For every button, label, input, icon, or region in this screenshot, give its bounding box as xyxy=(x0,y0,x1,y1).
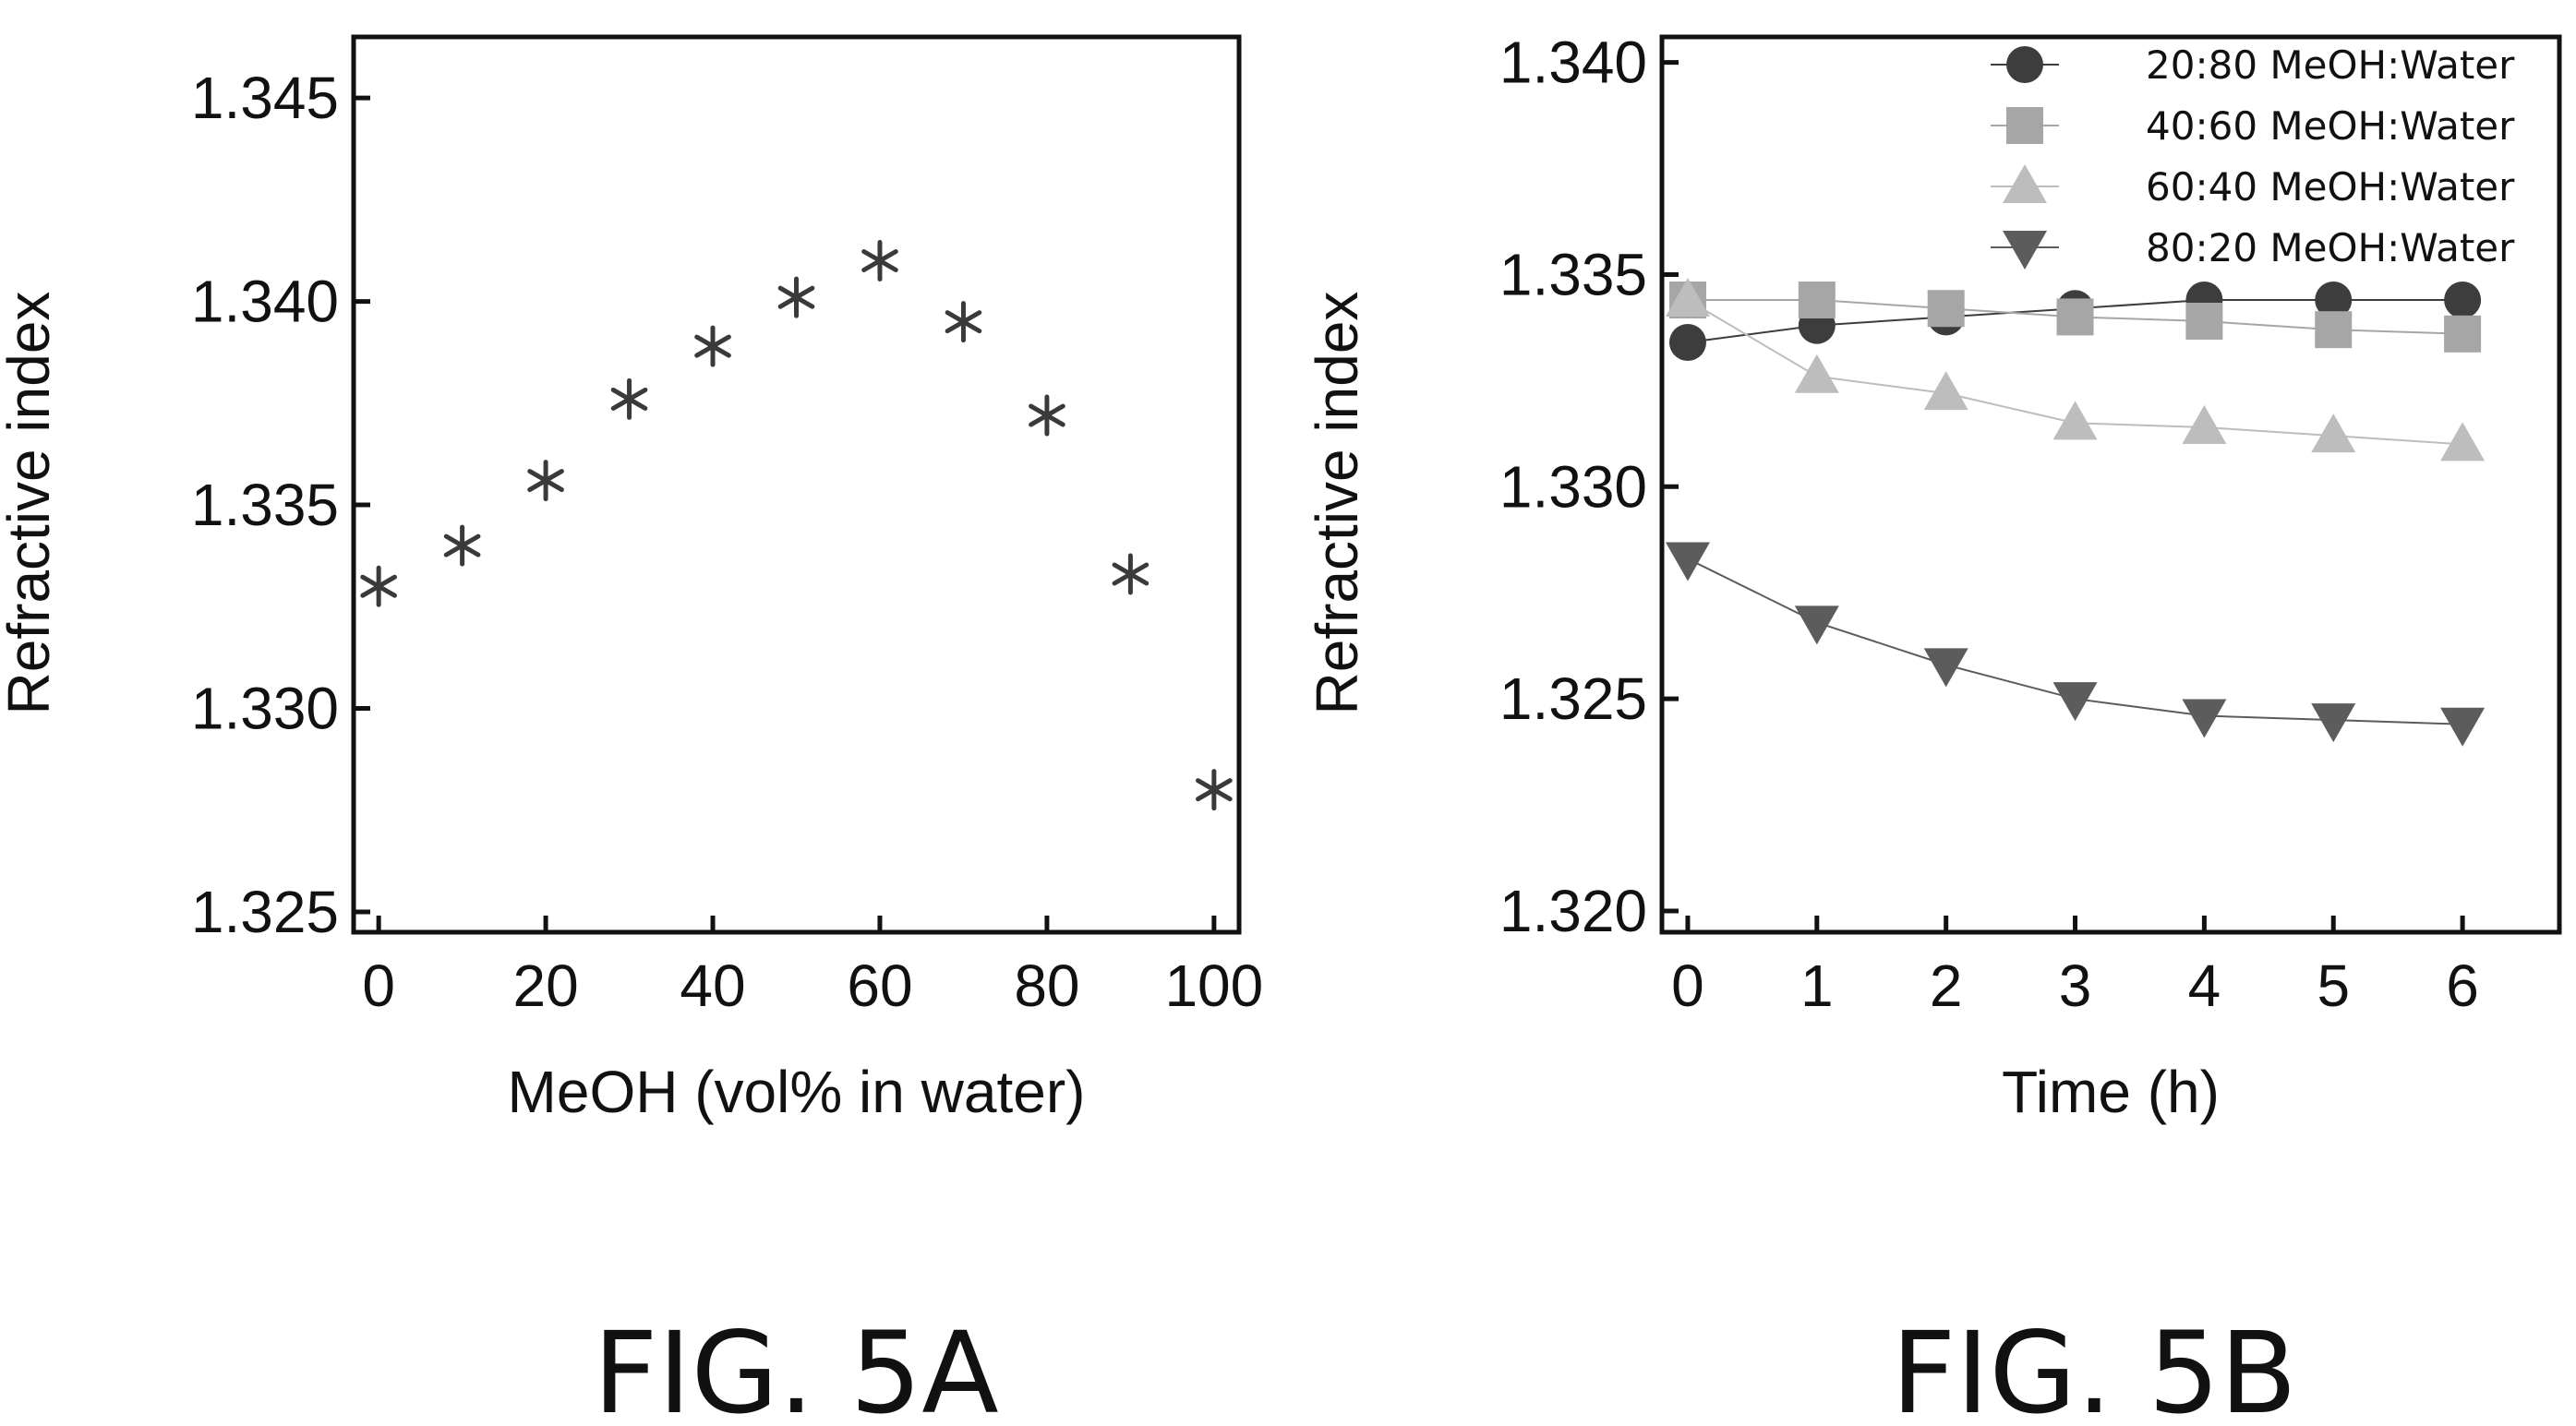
data-point xyxy=(1798,282,1836,319)
x-tick-label: 80 xyxy=(1014,953,1079,1019)
y-tick-label: 1.345 xyxy=(191,65,339,131)
data-point xyxy=(527,460,564,502)
x-tick-label: 5 xyxy=(2317,953,2350,1019)
data-point xyxy=(1665,278,1710,318)
x-tick-label: 100 xyxy=(1164,953,1263,1019)
y-tick-label: 1.330 xyxy=(191,676,339,742)
data-point xyxy=(2315,282,2353,319)
y-tick-label: 1.325 xyxy=(1499,665,1647,732)
y-tick-label: 1.325 xyxy=(191,879,339,945)
data-point xyxy=(1927,290,1965,328)
y-axis-label: Refractive index xyxy=(1304,292,1370,715)
figure-caption: FIG. 5A xyxy=(593,1308,998,1426)
data-point xyxy=(1668,323,1706,361)
data-point xyxy=(610,377,648,420)
data-point xyxy=(2444,282,2482,319)
data-point xyxy=(1196,769,1233,811)
data-point xyxy=(2311,413,2356,453)
data-point xyxy=(2185,303,2223,341)
data-point xyxy=(2052,401,2098,440)
x-tick-label: 20 xyxy=(512,953,578,1019)
data-point xyxy=(2182,699,2227,738)
y-axis-label: Refractive index xyxy=(0,292,62,715)
legend-marker xyxy=(2003,231,2047,270)
x-tick-label: 60 xyxy=(847,953,912,1019)
legend-marker xyxy=(2006,107,2043,144)
data-point xyxy=(360,565,397,607)
legend-entry: 60:40 MeOH:Water xyxy=(2146,164,2515,210)
y-tick-label: 1.340 xyxy=(191,269,339,335)
data-point xyxy=(1923,648,1968,688)
data-point xyxy=(694,325,731,367)
legend-entry: 80:20 MeOH:Water xyxy=(2146,225,2515,270)
data-point xyxy=(1112,553,1150,595)
data-point xyxy=(2182,404,2227,444)
x-tick-label: 2 xyxy=(1930,953,1963,1019)
data-point xyxy=(2440,707,2486,747)
x-axis-label: Time (h) xyxy=(2002,1059,2220,1125)
x-tick-label: 0 xyxy=(362,953,395,1019)
data-point xyxy=(945,301,982,343)
y-tick-label: 1.335 xyxy=(1499,241,1647,307)
data-point xyxy=(2056,298,2094,336)
y-tick-label: 1.340 xyxy=(1499,30,1647,96)
data-point xyxy=(1794,354,1839,393)
y-tick-label: 1.330 xyxy=(1499,453,1647,520)
data-point xyxy=(2444,315,2482,353)
data-point xyxy=(1665,542,1710,581)
x-tick-label: 1 xyxy=(1800,953,1834,1019)
x-tick-label: 6 xyxy=(2446,953,2479,1019)
data-point xyxy=(443,524,481,567)
data-point xyxy=(2052,682,2098,722)
y-tick-label: 1.320 xyxy=(1499,878,1647,944)
chart-5a: 0 20 40 60 80 100 1.325 1.330 1.335 1.340 1.345 MeO… xyxy=(0,34,1263,1426)
legend-marker xyxy=(2003,164,2047,203)
data-point xyxy=(861,240,898,282)
legend-entry: 40:60 MeOH:Water xyxy=(2146,103,2515,149)
data-point xyxy=(2315,311,2353,349)
legend: 20:80 MeOH:Water 40:60 MeOH:Water 60:40 Me… xyxy=(1991,42,2515,270)
y-tick-label: 1.335 xyxy=(191,472,339,538)
data-point xyxy=(2311,703,2356,743)
x-axis-label: MeOH (vol% in water) xyxy=(508,1059,1086,1125)
x-tick-label: 0 xyxy=(1671,953,1704,1019)
figure-caption: FIG. 5B xyxy=(1891,1308,2297,1426)
x-tick-label: 3 xyxy=(2059,953,2092,1019)
plot-frame xyxy=(351,34,1242,935)
chart-5b: 0 1 2 3 4 5 6 1.320 1.325 1.330 1.335 1.340 Time (h)… xyxy=(1304,30,2562,1426)
data-point xyxy=(777,276,815,318)
data-point xyxy=(2440,422,2486,461)
data-point xyxy=(1923,371,1968,411)
data-point xyxy=(1029,394,1065,437)
legend-entry: 20:80 MeOH:Water xyxy=(2146,42,2515,88)
legend-marker xyxy=(2006,46,2043,83)
x-tick-label: 4 xyxy=(2188,953,2221,1019)
x-tick-label: 40 xyxy=(680,953,745,1019)
data-point xyxy=(1794,605,1839,645)
